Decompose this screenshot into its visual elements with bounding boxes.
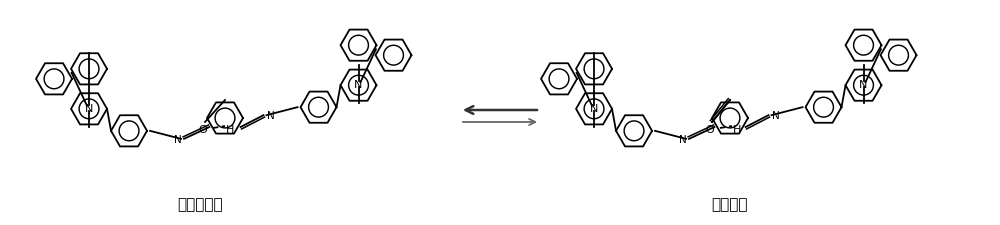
Text: N: N: [590, 104, 598, 114]
Text: N: N: [859, 80, 868, 90]
Text: N: N: [354, 80, 363, 90]
Text: H: H: [226, 125, 234, 135]
Text: 酮式结构: 酮式结构: [712, 198, 748, 212]
Text: 烯醇式结构: 烯醇式结构: [177, 198, 223, 212]
Text: O: O: [199, 125, 207, 135]
Text: N: N: [85, 104, 93, 114]
Text: N: N: [174, 135, 182, 145]
Text: O: O: [706, 125, 714, 135]
Text: N: N: [267, 111, 274, 121]
Text: N: N: [772, 111, 779, 121]
Text: H: H: [733, 125, 741, 135]
Text: N: N: [679, 135, 687, 145]
